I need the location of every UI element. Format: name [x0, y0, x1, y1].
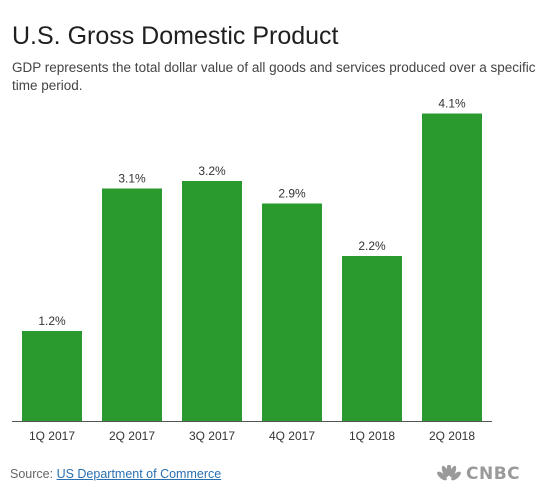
bar-value-label: 2.9%	[278, 187, 306, 201]
bar-value-label: 3.2%	[198, 164, 226, 178]
bar	[262, 203, 322, 421]
bar	[422, 113, 482, 421]
bar	[182, 181, 242, 421]
logo-text: CNBC	[466, 464, 521, 484]
tick-labels-group: 1Q 2017 2Q 2017 3Q 2017 4Q 2017 1Q 2018 2Q 20…	[29, 429, 475, 443]
source-note: Source: US Department of Commerce	[10, 467, 221, 481]
peacock-icon	[437, 465, 461, 481]
bar-chart: 1.2% 3.1% 3.2% 2.9% 2.2% 4.1% 1Q 2017 2Q 2017 3…	[12, 97, 492, 443]
bar-value-label: 1.2%	[38, 314, 66, 328]
value-labels-group: 1.2% 3.1% 3.2% 2.9% 2.2% 4.1%	[38, 97, 466, 329]
x-tick-label: 4Q 2017	[269, 429, 315, 443]
x-tick-label: 3Q 2017	[189, 429, 235, 443]
bars-group	[22, 113, 482, 421]
x-tick-label: 1Q 2018	[349, 429, 395, 443]
x-tick-label: 1Q 2017	[29, 429, 75, 443]
x-tick-label: 2Q 2017	[109, 429, 155, 443]
bar	[22, 331, 82, 421]
chart-subtitle: GDP represents the total dollar value of…	[12, 60, 536, 93]
bar-value-label: 3.1%	[118, 172, 146, 186]
x-tick-label: 2Q 2018	[429, 429, 475, 443]
source-prefix: Source:	[10, 467, 57, 481]
bar-value-label: 2.2%	[358, 239, 386, 253]
chart-title: U.S. Gross Domestic Product	[12, 22, 339, 50]
cnbc-logo: CNBC	[436, 462, 546, 486]
bar-value-label: 4.1%	[438, 97, 466, 111]
source-link[interactable]: US Department of Commerce	[56, 467, 222, 481]
bar	[102, 188, 162, 421]
bar	[342, 256, 402, 421]
